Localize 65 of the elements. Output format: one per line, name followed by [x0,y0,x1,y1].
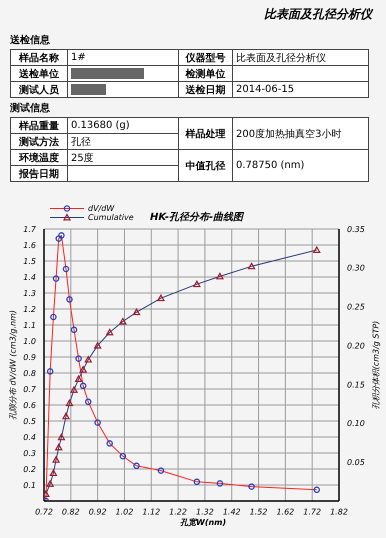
text: 环境温度 [10,150,68,166]
text: 测试信息 [10,102,51,115]
chart-title: HK-孔径分布-曲线图 [150,210,244,224]
text: 送检信息 [10,34,51,47]
y-tick-label: 0.1 [23,480,36,490]
text: 测试方法 [10,134,68,150]
x-tick-label: 1.22 [169,508,187,517]
text: 2014-06-15 [232,82,368,98]
y2-tick-label: 0.10 [347,419,365,428]
y-tick-label: 1.1 [23,320,36,330]
text: 比表面及孔径分析仪 [232,50,368,66]
x-tick-label: 0.92 [88,508,107,517]
x-axis-title: 孔宽W(nm) [180,517,226,528]
y-tick-label: 1.3 [23,288,36,298]
y2-tick-label: 0.30 [347,264,365,273]
x-tick-label: 1.32 [196,508,214,517]
text: 检测单位 [178,66,232,82]
x-tick-label: 1.12 [142,508,160,517]
y-tick-label: 1.4 [23,272,36,282]
x-tick-label: 1.62 [276,508,294,517]
text: 样品名称 [10,50,68,66]
text: 送检日期 [178,82,232,98]
text: 孔径 [68,134,178,150]
text: 测试人员 [10,82,68,98]
y2-tick-label: 0.20 [347,341,365,350]
y-axis-title: 孔隙分布 dV/dW (cm3/g.nm) [8,310,18,420]
text: 1# [68,50,178,66]
y-tick-label: 0.9 [23,352,36,362]
y2-tick-label: 0.35 [347,224,365,234]
y-tick-label: 0.8 [23,368,36,378]
y-tick-label: 1.2 [23,304,36,314]
x-tick-label: 1.42 [222,508,241,517]
text: 报告日期 [10,166,68,182]
y-tick-label: 1.5 [23,256,36,266]
y-tick-label: 0.2 [23,464,36,474]
y-tick-label: 1.6 [23,240,36,250]
text: 样品处理 [178,118,232,150]
y-tick-label: 0.4 [23,432,36,442]
text: 仪器型号 [178,50,232,66]
y-tick-label: 0.3 [23,448,36,458]
text: 0.13680 (g) [68,118,178,134]
y2-tick-label: 0.05 [347,458,365,467]
text: 200度加热抽真空3小时 [232,118,368,150]
y-tick-label: 0.5 [23,416,36,426]
x-tick-label: 1.82 [330,508,348,517]
x-tick-label: 0.72 [35,508,53,517]
y-tick-label: 0.6 [23,400,36,410]
legend-label: Cumulative [88,213,134,222]
x-tick-label: 1.02 [116,508,134,517]
legend-label: dV/dW [88,204,114,213]
y2-tick-label: 0.15 [347,380,365,390]
y-tick-label: 1.0 [23,336,36,346]
y-tick-label: 1.7 [23,224,37,234]
text: 送检单位 [10,66,68,82]
x-tick-label: 0.82 [62,508,80,517]
text: 25度 [68,150,178,166]
y2-tick-label: 0.25 [347,302,365,312]
y2-axis-title: 孔积分体积(cm3/g STP) [370,320,382,410]
text: 中值孔径 [178,150,232,182]
x-tick-label: 1.72 [303,508,322,517]
text: 样品重量 [10,118,68,134]
text: 0.78750 (nm) [232,150,368,182]
y-tick-label: 0.7 [23,384,37,394]
x-tick-label: 1.52 [250,508,268,517]
text: 比表面及孔径分析仪 [263,6,372,23]
